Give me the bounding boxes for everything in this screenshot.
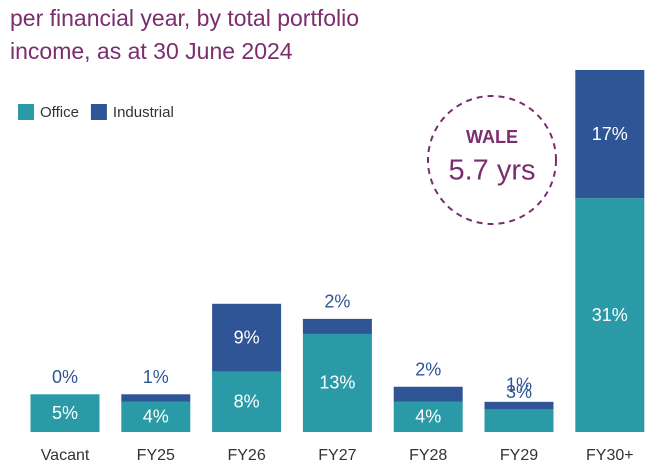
wale-label: WALE <box>466 127 518 147</box>
subtitle-line: per financial year, by total portfolio <box>10 5 359 31</box>
legend-swatch <box>18 104 34 120</box>
value-label: 13% <box>319 373 355 393</box>
bar-segment <box>212 303 282 372</box>
value-label: 4% <box>415 407 441 427</box>
bar-segment <box>575 70 645 199</box>
bar-segment <box>393 401 463 432</box>
x-tick-label: Vacant <box>41 447 90 464</box>
bar-segment <box>575 198 645 432</box>
value-label: 1% <box>506 375 532 395</box>
legend-label: Office <box>40 104 79 121</box>
value-label: 1% <box>143 367 169 387</box>
x-tick-label: FY29 <box>500 447 538 464</box>
value-label: 2% <box>415 360 441 380</box>
value-label: 4% <box>143 407 169 427</box>
value-label: 17% <box>592 124 628 144</box>
bar-segment <box>393 386 463 402</box>
bar-segment <box>121 394 191 402</box>
value-label: 2% <box>324 292 350 312</box>
value-label: 8% <box>234 392 260 412</box>
value-label: 5% <box>52 403 78 423</box>
value-label: 31% <box>592 305 628 325</box>
legend-label: Industrial <box>113 104 174 121</box>
x-tick-label: FY26 <box>227 447 265 464</box>
bar-segment <box>30 394 100 432</box>
value-label: 9% <box>234 327 260 347</box>
value-label: 0% <box>52 367 78 387</box>
x-tick-label: FY25 <box>137 447 175 464</box>
value-label: 3% <box>506 382 532 402</box>
subtitle-line: income, as at 30 June 2024 <box>10 38 293 64</box>
bar-segment <box>121 401 191 432</box>
bar-segment <box>302 318 372 334</box>
x-tick-label: FY30+ <box>586 447 634 464</box>
bar-segment <box>302 333 372 432</box>
wale-value: 5.7 yrs <box>448 155 535 187</box>
x-tick-label: FY27 <box>318 447 356 464</box>
wale-circle <box>427 95 557 225</box>
bar-segment <box>484 401 554 410</box>
legend-swatch <box>90 104 107 120</box>
bar-segment <box>212 371 282 432</box>
bar-segment <box>484 409 554 432</box>
x-tick-label: FY28 <box>409 447 447 464</box>
